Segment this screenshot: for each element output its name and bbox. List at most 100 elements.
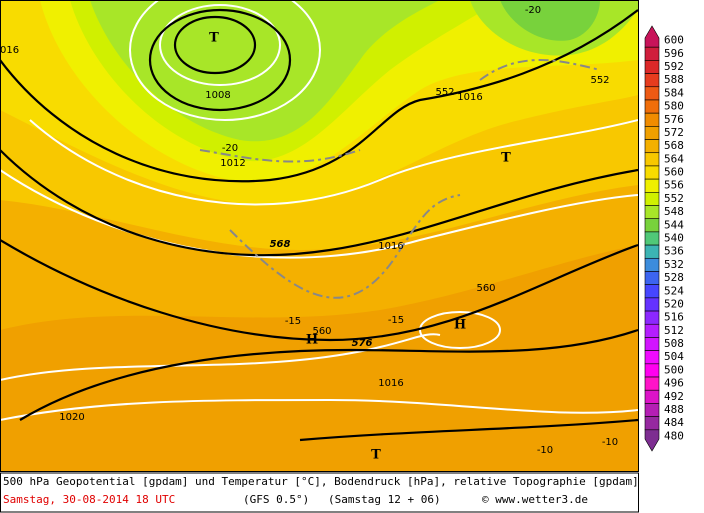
caption-frame: [0, 472, 639, 513]
legend-label: 556: [664, 179, 684, 192]
legend-label: 548: [664, 205, 684, 218]
legend-swatch: [644, 86, 660, 101]
legend-swatch: [644, 416, 660, 431]
isobar: [148, 8, 292, 112]
caption-run: (Samstag 12 + 06): [328, 493, 441, 506]
legend-arrow: [644, 25, 660, 48]
legend-swatch: [644, 350, 660, 365]
isotherm: [0, 333, 441, 381]
isotherm: [419, 311, 501, 349]
legend-swatch: [644, 376, 660, 391]
legend-label: 512: [664, 324, 684, 337]
isotherm: [129, 0, 321, 121]
isotherm: [29, 119, 638, 206]
isobar-label: 1012: [220, 158, 245, 169]
legend-label: 524: [664, 284, 684, 297]
topo-line: [479, 59, 601, 81]
isobar: [0, 239, 638, 342]
legend-arrow: [644, 429, 660, 452]
temperature-label: -15: [388, 315, 404, 326]
legend-swatch: [644, 152, 660, 167]
legend-swatch: [644, 99, 660, 114]
legend-swatch: [644, 165, 660, 180]
legend-swatch: [644, 284, 660, 299]
temperature-label: -10: [602, 437, 618, 448]
caption-date: Samstag, 30-08-2014 18 UTC: [3, 493, 175, 506]
map-area: T T T H H 1008 1012 1016 1016 1016 1020 …: [0, 0, 638, 471]
legend-label: 564: [664, 152, 684, 165]
isobar-label: 1016: [378, 241, 403, 252]
legend-label: 480: [664, 429, 684, 442]
caption-title: 500 hPa Geopotential [gpdam] und Tempera…: [3, 475, 639, 488]
topo-label: 576: [352, 338, 373, 349]
topo-line: [199, 149, 361, 163]
legend-swatch: [644, 244, 660, 259]
isobar-label: 1016: [378, 378, 403, 389]
legend-swatch: [644, 218, 660, 233]
legend-label: 584: [664, 86, 684, 99]
isobar: [19, 328, 638, 421]
legend-swatch: [644, 323, 660, 338]
topo-label: 568: [270, 239, 291, 250]
legend-swatch: [644, 389, 660, 404]
legend-label: 600: [664, 34, 684, 47]
isobar: [173, 15, 257, 75]
legend-swatch: [644, 231, 660, 246]
topo-label: 552: [590, 75, 609, 86]
legend-swatch: [644, 46, 660, 61]
legend-label: 572: [664, 126, 684, 139]
legend-swatch: [644, 178, 660, 193]
isotherm: [0, 169, 638, 259]
high-marker: H: [306, 333, 318, 348]
legend-swatch: [644, 139, 660, 154]
legend-label: 552: [664, 192, 684, 205]
caption-credit: © www.wetter3.de: [482, 493, 588, 506]
legend-label: 528: [664, 271, 684, 284]
legend: 6005965925885845805765725685645605565525…: [644, 25, 684, 452]
isobar: [299, 418, 638, 442]
high-marker: H: [454, 318, 466, 333]
isobar-label: 1016: [457, 92, 482, 103]
legend-swatch: [644, 112, 660, 127]
isotherm: [159, 4, 281, 86]
legend-label: 536: [664, 245, 684, 258]
legend-label: 520: [664, 297, 684, 310]
isobar-label: 1008: [205, 90, 230, 101]
legend-label: 568: [664, 139, 684, 152]
legend-label: 516: [664, 311, 684, 324]
topo-label: 560: [476, 283, 495, 294]
legend-label: 484: [664, 416, 684, 429]
legend-swatch: [644, 73, 660, 88]
legend-swatch: [644, 403, 660, 417]
legend-label: 588: [664, 73, 684, 86]
map-frame: [0, 0, 639, 472]
legend-label: 496: [664, 377, 684, 390]
isobars: [0, 8, 638, 442]
legend-label: 560: [664, 166, 684, 179]
isobar: [0, 9, 638, 183]
low-marker: T: [371, 448, 381, 463]
legend-swatch: [644, 60, 660, 74]
legend-swatch: [644, 310, 660, 325]
topo-label: 560: [312, 326, 331, 337]
temperature-label: -15: [285, 316, 301, 327]
isobar-label: 1020: [59, 412, 84, 423]
topography-lines: [199, 59, 601, 299]
low-marker: T: [209, 31, 219, 46]
low-marker: T: [501, 151, 511, 166]
temperature-label: -20: [222, 143, 238, 154]
legend-label: 508: [664, 337, 684, 350]
legend-swatch: [644, 297, 660, 312]
legend-label: 576: [664, 113, 684, 126]
legend-label: 504: [664, 350, 684, 363]
legend-label: 500: [664, 363, 684, 376]
legend-label: 544: [664, 218, 684, 231]
topo-label: 552: [435, 87, 454, 98]
field-544: [500, 0, 600, 41]
legend-label: 596: [664, 47, 684, 60]
isobar: [0, 149, 638, 257]
isotherm: [0, 398, 638, 421]
legend-label: 532: [664, 258, 684, 271]
legend-swatch: [644, 192, 660, 206]
